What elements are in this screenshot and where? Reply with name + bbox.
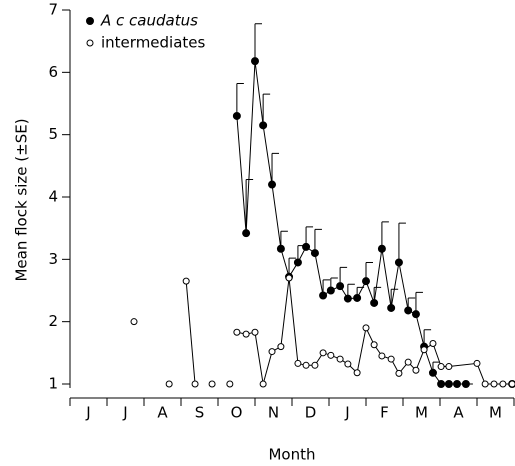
point: [276, 244, 285, 253]
point: [428, 368, 437, 377]
point: [251, 57, 259, 66]
error-bar: [271, 152, 280, 185]
point: [445, 363, 453, 371]
point: [353, 369, 361, 377]
y-tick-label: 6: [48, 63, 58, 81]
legend-label: intermediates: [101, 34, 206, 52]
point: [437, 380, 446, 388]
point: [336, 282, 345, 291]
point: [481, 380, 489, 388]
y-tick-label: 5: [48, 125, 58, 143]
point: [130, 318, 138, 326]
point: [302, 242, 311, 251]
month-label: S: [195, 404, 205, 422]
point: [343, 294, 352, 303]
point: [404, 358, 412, 366]
month-label: A: [453, 404, 464, 422]
point: [461, 380, 470, 388]
point: [490, 380, 498, 388]
point: [378, 352, 386, 360]
point: [395, 369, 403, 377]
point: [259, 121, 268, 130]
point: [277, 343, 285, 351]
point: [404, 306, 413, 315]
legend-label: A c caudatus: [100, 12, 198, 30]
month-label: D: [305, 404, 317, 422]
point: [411, 310, 420, 319]
point: [327, 351, 335, 359]
legend-marker: [86, 17, 94, 25]
point: [499, 380, 507, 388]
point: [437, 363, 445, 371]
month-label: F: [380, 404, 389, 422]
point: [293, 258, 302, 267]
error-bar: [262, 93, 271, 126]
point: [412, 366, 420, 374]
series-line: [185, 281, 196, 385]
point: [268, 180, 277, 189]
point: [370, 298, 379, 307]
y-tick-label: 4: [48, 188, 58, 206]
point: [182, 277, 190, 285]
point: [370, 341, 378, 349]
x-axis-label: Month: [268, 446, 315, 464]
point: [362, 324, 370, 332]
point: [387, 303, 396, 312]
y-tick-label: 7: [48, 1, 58, 19]
point: [226, 380, 234, 388]
point: [233, 328, 241, 336]
point: [387, 355, 395, 363]
point: [285, 274, 293, 282]
point: [420, 346, 428, 354]
point: [362, 277, 370, 286]
series-line: [236, 61, 466, 385]
month-label: A: [157, 404, 168, 422]
error-bar: [254, 23, 262, 62]
point: [473, 359, 481, 367]
point: [232, 111, 241, 120]
point: [319, 349, 327, 357]
point: [268, 348, 276, 356]
point: [191, 380, 199, 388]
point: [444, 380, 453, 388]
point: [165, 380, 173, 388]
point: [251, 328, 259, 336]
y-tick-label: 1: [48, 375, 58, 393]
month-label: M: [489, 404, 502, 422]
y-tick-label: 3: [48, 250, 58, 268]
point: [344, 360, 352, 368]
point: [294, 359, 302, 367]
point: [429, 339, 437, 347]
point: [302, 361, 310, 369]
y-tick-label: 2: [48, 312, 58, 330]
error-bar: [381, 221, 389, 249]
point: [453, 380, 462, 388]
point: [310, 249, 319, 258]
point: [377, 244, 386, 253]
point: [353, 293, 362, 302]
point: [242, 229, 251, 238]
point: [326, 286, 335, 295]
point: [319, 291, 328, 300]
error-bar: [245, 179, 254, 234]
month-label: N: [268, 404, 279, 422]
month-label: J: [122, 404, 127, 422]
legend-marker: [86, 39, 94, 47]
month-label: J: [344, 404, 349, 422]
error-bar: [236, 83, 244, 116]
month-label: O: [231, 404, 243, 422]
point: [394, 258, 403, 267]
point: [259, 380, 267, 388]
point: [336, 355, 344, 363]
error-bar: [398, 222, 406, 263]
point: [208, 380, 216, 388]
point: [508, 380, 515, 388]
month-label: M: [415, 404, 428, 422]
y-axis-label: Mean flock size (±SE): [13, 118, 31, 281]
month-label: J: [85, 404, 90, 422]
point: [311, 361, 319, 369]
point: [242, 330, 250, 338]
